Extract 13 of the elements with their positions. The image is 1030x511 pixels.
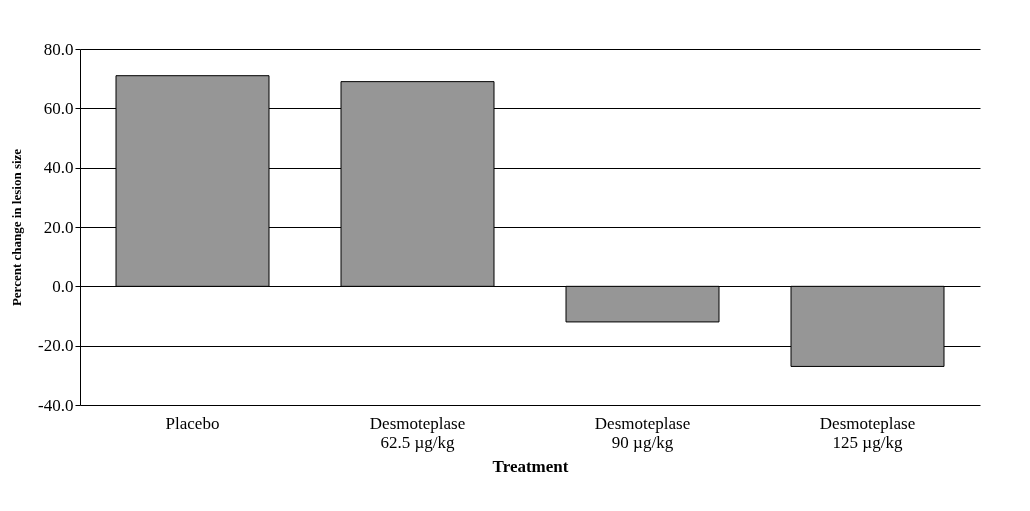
y-tick-label: -40.0 <box>38 395 74 415</box>
y-tick-label: 40.0 <box>43 158 74 178</box>
x-tick-label: Placebo <box>165 413 220 433</box>
y-tick-label: 60.0 <box>43 98 74 118</box>
x-tick-label: Desmoteplase 90 µg/kg <box>594 413 691 452</box>
y-tick-label: 80.0 <box>43 39 74 59</box>
x-tick-label: Desmoteplase 125 µg/kg <box>819 413 916 452</box>
y-axis-title: Percent change in lesion size <box>9 148 25 307</box>
y-tick-label: -20.0 <box>38 336 74 356</box>
x-axis-title: Treatment <box>492 456 569 476</box>
y-tick-label: 0.0 <box>52 276 74 296</box>
y-tick-label: 20.0 <box>43 217 74 237</box>
x-tick-label: Desmoteplase 62.5 µg/kg <box>369 413 466 452</box>
